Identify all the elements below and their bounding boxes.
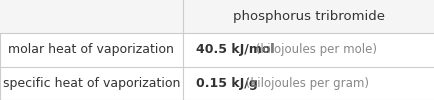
Text: specific heat of vaporization: specific heat of vaporization <box>3 77 180 90</box>
Text: molar heat of vaporization: molar heat of vaporization <box>8 44 174 56</box>
Text: (kilojoules per mole): (kilojoules per mole) <box>252 44 376 56</box>
Text: 0.15 kJ/g: 0.15 kJ/g <box>195 77 257 90</box>
Text: 40.5 kJ/mol: 40.5 kJ/mol <box>195 44 273 56</box>
Text: phosphorus tribromide: phosphorus tribromide <box>232 10 384 23</box>
Bar <box>0 0 434 33</box>
Text: (kilojoules per gram): (kilojoules per gram) <box>241 77 368 90</box>
